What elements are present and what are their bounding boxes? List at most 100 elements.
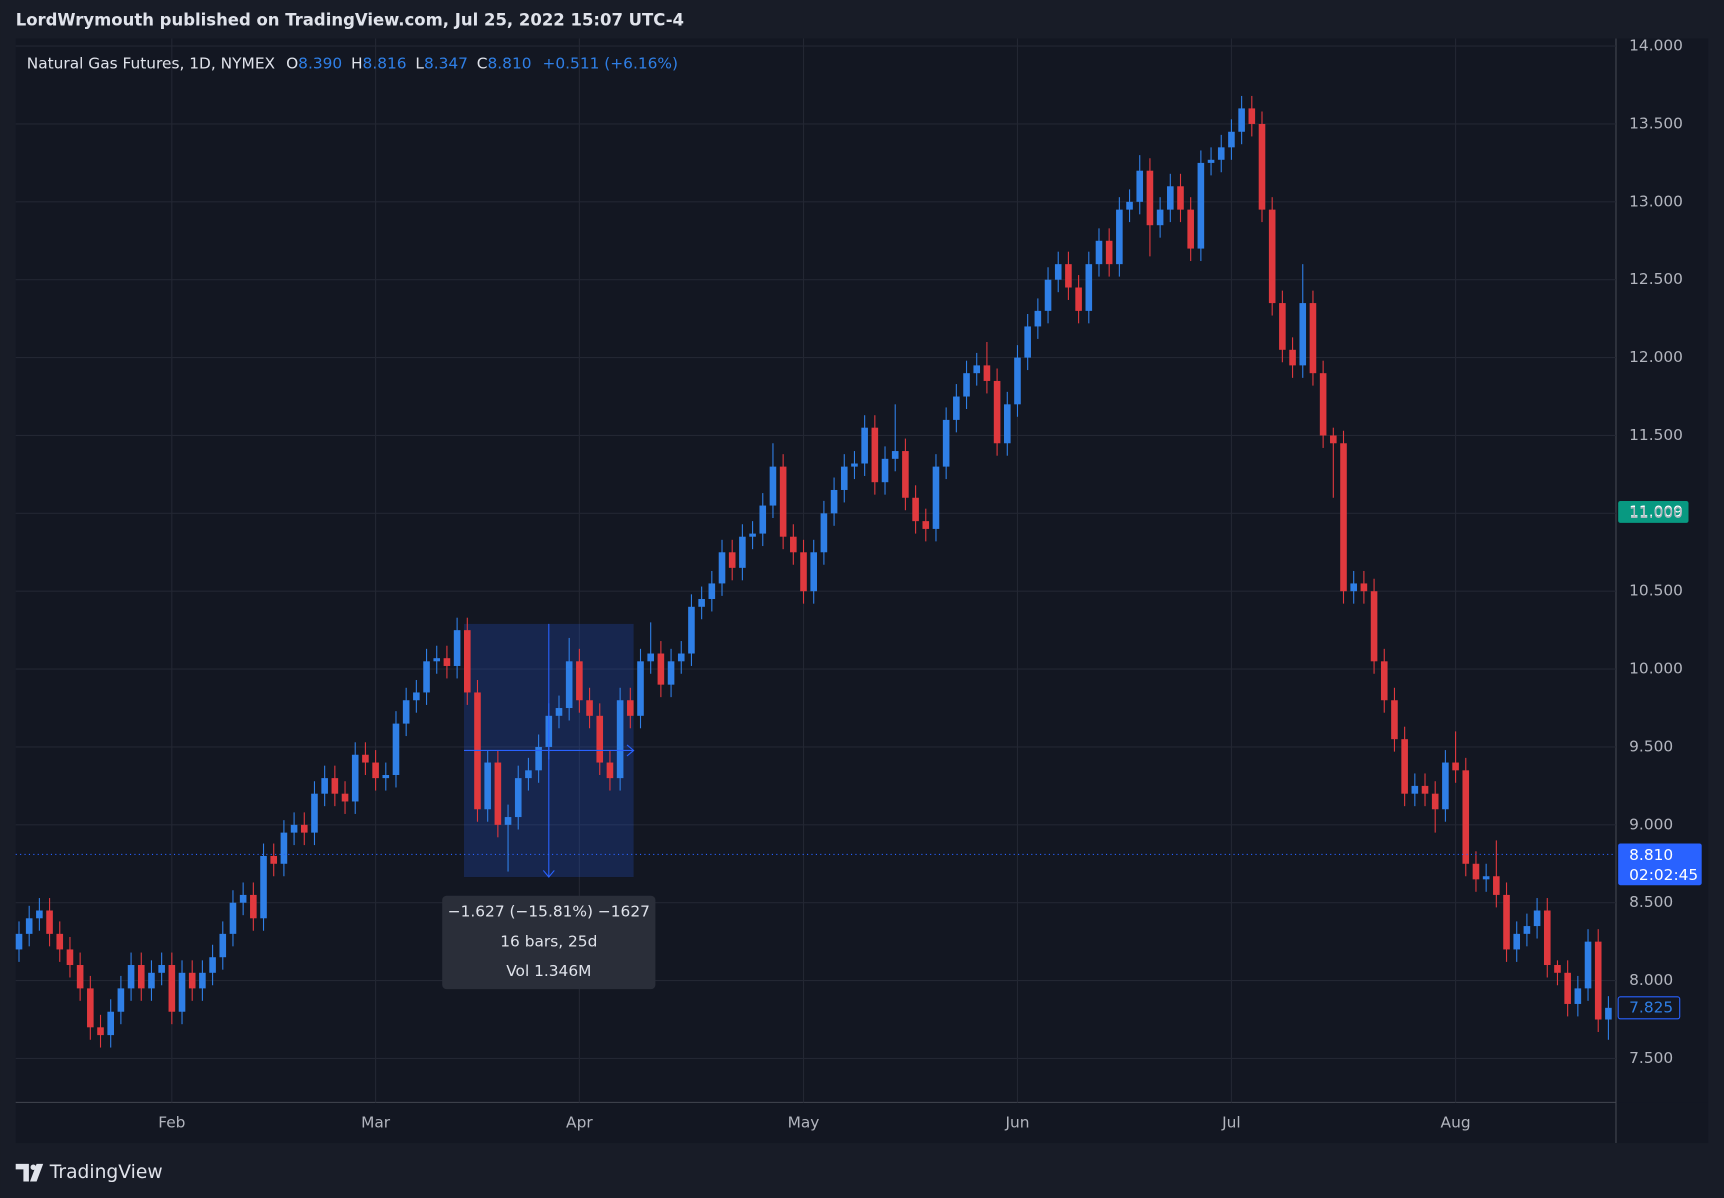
candle-body (1391, 700, 1398, 740)
candle-body (606, 762, 614, 779)
legend-value: 8.810 (488, 54, 532, 72)
candle-body (1533, 910, 1541, 927)
candle-body (1452, 762, 1459, 771)
candle-body (810, 552, 818, 592)
candle-body (494, 762, 502, 825)
candle-body (1095, 240, 1103, 265)
y-tick-label: 10.000 (1629, 660, 1683, 678)
candle-body (749, 533, 756, 537)
price-axis (1615, 38, 1709, 1103)
y-tick-label: 12.500 (1629, 270, 1683, 288)
y-tick-label: 10.500 (1629, 582, 1683, 600)
candle-body (219, 933, 227, 958)
candle-body (1167, 186, 1174, 210)
candle-body (1146, 170, 1154, 226)
candle-body (250, 894, 257, 919)
candle-body (1340, 443, 1347, 592)
candle-body (229, 902, 237, 934)
candle-body (413, 692, 420, 701)
legend-key: L (415, 54, 424, 72)
x-tick-label: Jul (1221, 1114, 1241, 1132)
candle-body (1431, 793, 1439, 810)
candle-body (1584, 941, 1592, 989)
candle-body (25, 918, 33, 934)
x-tick-label: Feb (158, 1114, 185, 1132)
candle-body (555, 708, 563, 716)
candle-body (311, 793, 318, 833)
price-tag-label: 7.825 (1629, 998, 1673, 1016)
candle-body (525, 770, 532, 779)
y-tick-label: 8.500 (1629, 893, 1673, 911)
candle-body (148, 972, 155, 989)
candle-body (1238, 108, 1245, 132)
candle-body (759, 505, 767, 534)
x-tick-label: May (788, 1114, 820, 1132)
candle-body (820, 513, 828, 553)
candle-body (677, 653, 685, 662)
candle-body (1003, 404, 1011, 444)
candle-body (779, 466, 787, 537)
candle-body (861, 427, 868, 464)
measure-label: 16 bars, 25d (500, 932, 597, 950)
candle-body (1177, 186, 1184, 210)
candle-body (484, 762, 491, 810)
candle-body (728, 552, 736, 568)
candle-body (56, 933, 64, 950)
candle-body (280, 832, 288, 864)
candle-body (1268, 209, 1276, 304)
candle-body (1116, 209, 1123, 265)
candle-body (1493, 876, 1500, 895)
candle-body (739, 536, 746, 568)
candle-body (137, 965, 145, 989)
candle-body (790, 536, 797, 553)
candle-body (1421, 785, 1429, 794)
legend-change: +0.511 (+6.16%) (543, 54, 679, 72)
candle-body (1319, 373, 1327, 436)
y-tick-label: 12.000 (1629, 348, 1683, 366)
candle-body (1217, 147, 1225, 160)
price-tag (1617, 996, 1681, 1020)
candle-body (1513, 933, 1521, 950)
candle-body (1380, 661, 1388, 701)
candle-body (963, 373, 970, 397)
legend-key: C (477, 54, 488, 72)
candle-body (667, 661, 675, 685)
time-axis (15, 1102, 1709, 1144)
measure-arrowhead (542, 870, 555, 878)
logo-icon (15, 1163, 44, 1182)
y-tick-label: 9.500 (1629, 737, 1673, 755)
candle-body (504, 817, 512, 825)
candle-body (239, 894, 247, 903)
candle-body (881, 458, 889, 483)
candle-body (1594, 941, 1602, 1020)
candle-body (1289, 349, 1296, 366)
candle-body (1136, 170, 1144, 202)
candle-body (97, 1027, 104, 1036)
candles (15, 95, 1612, 1048)
candle-body (392, 723, 400, 775)
y-tick-label: 9.000 (1629, 815, 1673, 833)
price-tag-label: 11.009 (1629, 502, 1683, 520)
footer-logo (15, 1163, 44, 1182)
candle-body (973, 365, 981, 374)
header: LordWrymouth published on TradingView.co… (16, 10, 684, 29)
candle-body (993, 380, 1001, 444)
candle-body (596, 715, 604, 763)
legend-value: 8.390 (298, 54, 342, 72)
legend-value: 8.347 (424, 54, 468, 72)
y-tick-label: 8.000 (1629, 971, 1673, 989)
candle-body (1014, 357, 1021, 405)
candle-body (66, 949, 74, 966)
candle-body (708, 583, 716, 600)
price-countdown: 02:02:45 (1629, 866, 1698, 884)
x-tick-label: Mar (361, 1114, 391, 1132)
candle-body (535, 746, 542, 771)
candle-body (1370, 591, 1378, 662)
candle-body (1605, 1007, 1612, 1020)
candle-body (300, 824, 308, 833)
candle-body (351, 754, 359, 802)
legend-key: H (351, 54, 363, 72)
x-tick-label: Apr (566, 1114, 593, 1132)
candle-body (627, 700, 634, 716)
